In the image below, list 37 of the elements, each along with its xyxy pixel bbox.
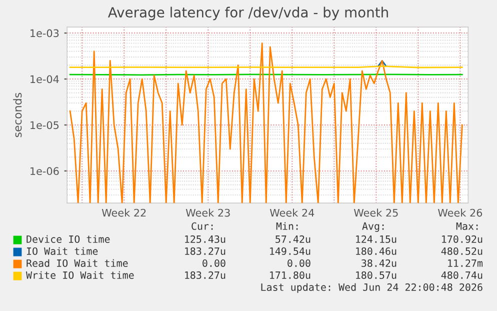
text: 183.27u <box>185 271 226 279</box>
text: 170.92u <box>442 235 482 243</box>
legend-label: Device IO time <box>26 235 110 243</box>
text: 180.57u <box>356 271 396 279</box>
text: 0.00 <box>202 259 226 267</box>
text: Cur: <box>192 222 213 230</box>
chart-title: Average latency for /dev/vda - by month <box>108 6 388 20</box>
y-tick-label: 1e-06 <box>30 167 59 176</box>
text: Min: <box>276 222 298 230</box>
y-tick-label: 1e-04 <box>30 75 59 84</box>
x-tick-label: Week 24 <box>270 208 314 217</box>
text: 38.42u <box>362 259 396 267</box>
x-tick-label: Week 22 <box>102 208 146 217</box>
text: 125.43u <box>185 235 226 243</box>
legend-label: Write IO Wait time <box>26 271 134 279</box>
x-tick-label: Week 25 <box>354 208 398 217</box>
text: Max: <box>456 222 478 230</box>
x-tick-label: Week 23 <box>186 208 230 217</box>
legend-label: Read IO Wait time <box>26 259 128 267</box>
text: 149.54u <box>270 247 310 255</box>
text: 171.80u <box>270 271 310 279</box>
text: 183.27u <box>185 247 226 255</box>
line-series <box>69 42 463 204</box>
text: Last update: Wed Jun 24 22:00:48 2026 <box>261 283 482 293</box>
text: 180.46u <box>356 247 396 255</box>
text: 124.15u <box>356 235 396 243</box>
y-tick-label: 1e-05 <box>30 121 59 130</box>
text: Avg: <box>362 222 384 232</box>
text: 57.42u <box>276 235 310 243</box>
text: 11.27m <box>448 259 483 267</box>
text: 0.00 <box>288 259 310 267</box>
text: 480.52u <box>441 247 482 255</box>
x-tick-label: Week 26 <box>438 208 482 217</box>
y-tick-label: 1e-03 <box>30 29 59 38</box>
legend-label: IO Wait time <box>26 247 98 255</box>
text: 480.74u <box>441 271 482 279</box>
y-axis-title: seconds <box>13 92 22 138</box>
